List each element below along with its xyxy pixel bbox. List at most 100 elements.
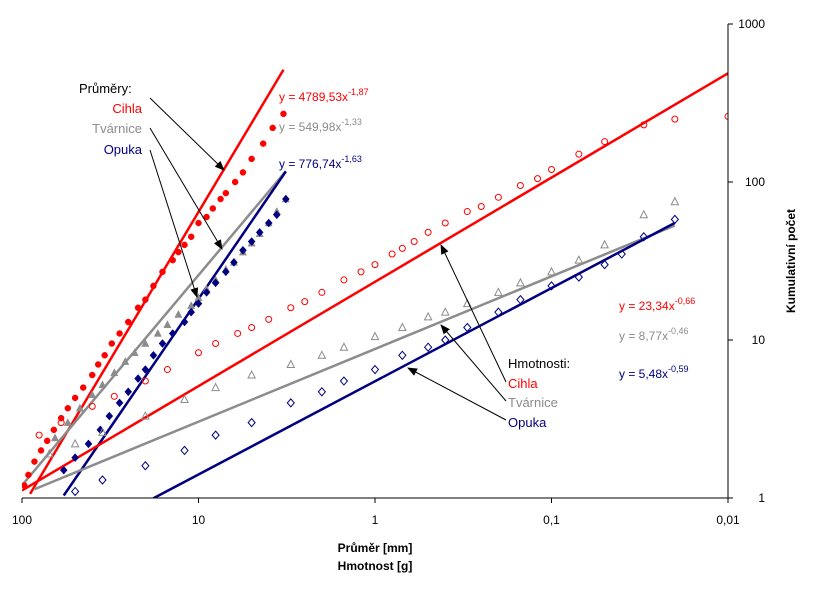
- fit-line-diameter-tvárnice: [22, 170, 287, 487]
- annotation-arrows: [149, 97, 507, 421]
- x-ticks: 100 10 1 0,1 0,01: [12, 498, 740, 527]
- point-mass-opuka: [547, 281, 556, 291]
- equation-diameter-tvarnice: y = 549,98x-1,33: [279, 117, 362, 134]
- point-mass-tvárnice: [516, 277, 525, 287]
- point-mass-tvárnice: [670, 196, 680, 206]
- point-mass-tvárnice: [286, 359, 296, 368]
- point-mass-cihla: [640, 121, 648, 129]
- point-mass-cihla: [671, 115, 679, 123]
- point-diameter-opuka: [124, 387, 133, 397]
- point-mass-opuka: [370, 364, 380, 375]
- x-tick-label: 10: [192, 513, 206, 527]
- point-diameter-opuka: [158, 339, 167, 348]
- arrow-diameter-cihla: [149, 97, 225, 171]
- point-mass-cihla: [410, 238, 418, 246]
- point-diameter-cihla: [231, 178, 239, 186]
- point-diameter-cihla: [239, 169, 247, 176]
- point-diameter-opuka: [141, 365, 150, 374]
- point-diameter-tvárnice: [63, 418, 72, 426]
- point-diameter-cihla: [88, 371, 96, 379]
- point-mass-opuka: [180, 445, 189, 456]
- point-diameter-cihla: [159, 268, 166, 276]
- fit-line-mass-opuka: [152, 221, 676, 498]
- point-diameter-cihla: [181, 241, 188, 249]
- point-diameter-cihla: [222, 189, 230, 197]
- point-mass-opuka: [600, 259, 609, 270]
- point-mass-tvárnice: [493, 287, 503, 296]
- point-diameter-tvárnice: [163, 320, 172, 328]
- point-mass-cihla: [195, 349, 202, 357]
- point-diameter-opuka: [115, 398, 124, 408]
- x-axis-title-diameter: Průměr [mm]: [338, 541, 413, 555]
- y-tick-label: 1: [758, 491, 765, 505]
- point-mass-opuka: [423, 342, 433, 352]
- point-diameter-opuka: [272, 210, 281, 220]
- point-mass-opuka: [639, 232, 648, 242]
- point-mass-cihla: [516, 182, 524, 190]
- point-diameter-tvárnice: [98, 380, 107, 389]
- point-diameter-opuka: [134, 374, 142, 383]
- point-mass-opuka: [211, 430, 220, 440]
- point-mass-tvárnice: [247, 369, 257, 379]
- point-mass-opuka: [141, 460, 150, 471]
- point-diameter-cihla: [259, 140, 267, 147]
- point-mass-tvárnice: [98, 427, 107, 436]
- legend-diameter-cihla: Cihla: [112, 101, 142, 116]
- point-diameter-tvárnice: [121, 357, 130, 365]
- point-diameter-opuka: [149, 350, 158, 360]
- equation-diameter-opuka: y = 776,74x-1,63: [279, 154, 362, 171]
- point-mass-cihla: [141, 377, 149, 385]
- point-mass-cihla: [371, 261, 379, 269]
- arrow-mass-tvarnice: [440, 324, 507, 402]
- point-diameter-tvárnice: [130, 348, 139, 357]
- legend-heading-masses: Hmotnosti:: [508, 356, 570, 371]
- point-diameter-cihla: [71, 394, 79, 402]
- point-diameter-tvárnice: [75, 403, 84, 412]
- y-axis-title: Kumulativní počet: [784, 209, 798, 313]
- fit-line-mass-tvárnice: [33, 224, 676, 491]
- point-diameter-cihla: [269, 124, 276, 132]
- point-diameter-opuka: [168, 329, 177, 338]
- point-mass-opuka: [339, 376, 349, 386]
- x-tick-label: 0,1: [543, 513, 560, 527]
- point-mass-cihla: [287, 304, 295, 312]
- point-diameter-opuka: [202, 288, 211, 297]
- point-diameter-opuka: [247, 237, 256, 246]
- legend-diameter-tvarnice: Tvárnice: [92, 121, 142, 136]
- point-mass-tvárnice: [339, 342, 349, 351]
- legend-diameters: Průměry: Cihla Tvárnice Opuka: [79, 81, 143, 157]
- point-mass-cihla: [57, 419, 65, 427]
- point-mass-tvárnice: [440, 307, 450, 316]
- point-mass-opuka: [516, 294, 525, 305]
- point-diameter-tvárnice: [153, 328, 162, 337]
- point-mass-tvárnice: [180, 394, 189, 404]
- point-mass-cihla: [548, 165, 555, 173]
- point-mass-cihla: [248, 323, 256, 331]
- point-mass-opuka: [441, 335, 450, 345]
- point-diameter-tvárnice: [110, 368, 119, 377]
- data-markers: [22, 110, 728, 497]
- point-mass-opuka: [317, 387, 327, 397]
- point-diameter-cihla: [22, 482, 28, 489]
- point-diameter-cihla: [248, 155, 255, 163]
- point-mass-cihla: [398, 244, 406, 252]
- point-diameter-cihla: [169, 256, 176, 264]
- point-mass-tvárnice: [397, 322, 407, 331]
- legend-diameter-opuka: Opuka: [104, 142, 143, 157]
- point-mass-cihla: [601, 138, 609, 146]
- y-ticks: 1 10 100 1000: [728, 17, 765, 505]
- point-mass-tvárnice: [547, 266, 556, 276]
- point-mass-tvárnice: [211, 382, 221, 392]
- point-diameter-opuka: [59, 465, 68, 475]
- point-diameter-opuka: [105, 411, 114, 421]
- point-diameter-opuka: [222, 267, 230, 277]
- point-diameter-cihla: [209, 205, 217, 212]
- legend-mass-opuka: Opuka: [508, 415, 547, 430]
- fit-line-diameter-cihla: [29, 69, 285, 495]
- point-diameter-opuka: [211, 278, 220, 288]
- point-diameter-cihla: [116, 330, 123, 337]
- arrow-diameter-tvarnice: [149, 127, 223, 250]
- point-diameter-cihla: [125, 318, 132, 326]
- point-mass-cihla: [110, 392, 118, 400]
